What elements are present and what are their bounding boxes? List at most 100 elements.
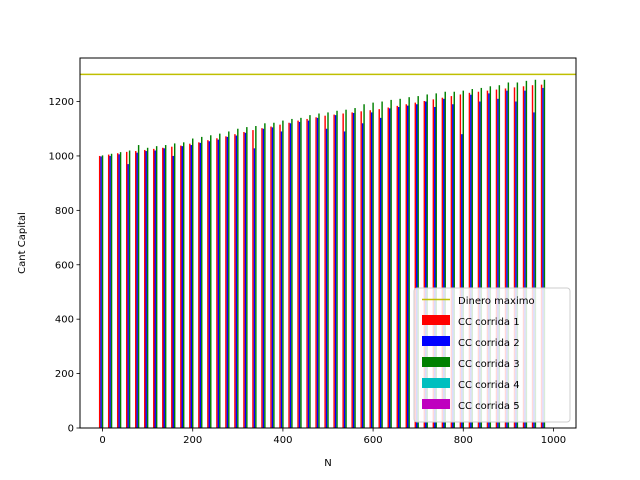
bar [406,105,409,428]
bar [396,105,398,428]
legend-swatch [422,399,450,409]
bar [416,104,418,428]
bar [153,148,155,428]
bar [291,118,293,429]
bar [273,122,275,428]
bar [155,146,158,428]
bar [136,152,138,429]
bar [515,101,517,428]
bar [279,124,281,428]
bar [100,156,102,428]
bar [378,109,380,428]
bar [101,155,104,428]
bar [477,91,480,428]
bar [98,155,101,429]
bar [324,115,326,429]
bar [524,90,526,428]
bar [181,146,183,428]
bar [426,94,428,429]
bar [461,134,463,429]
bar [192,138,194,428]
bar [163,148,165,428]
bar [361,123,364,428]
bar [171,146,173,429]
legend-label: CC corrida 2 [458,338,520,349]
bar [127,164,129,428]
x-tick-label: 600 [364,435,383,446]
bar [207,140,209,429]
bar [309,115,311,428]
bar [379,117,382,429]
bar [489,86,492,428]
bar [516,82,519,428]
bar [118,154,120,428]
bar [107,154,110,429]
bar [470,94,472,429]
bar [468,92,471,428]
bar [453,91,455,428]
bar [414,102,417,428]
y-axis-label: Cant Capital [17,212,28,274]
y-tick-label: 400 [55,315,74,326]
bar [182,142,185,428]
bar [289,123,292,428]
bar [360,111,362,428]
bar [135,151,137,428]
bar [307,120,310,428]
bar [137,145,140,428]
legend-swatch [422,315,450,325]
legend-swatch [422,378,450,388]
bar [243,132,245,428]
legend-label: CC corrida 4 [458,380,520,391]
bar [479,101,481,428]
legend-label: CC corrida 3 [458,359,520,370]
bar [333,114,335,429]
x-tick-label: 400 [273,435,292,446]
bar [164,145,167,428]
bar [318,113,320,428]
bar [246,127,248,429]
bar [425,101,427,428]
bar [252,130,254,428]
bar [354,108,356,428]
bar [280,131,283,429]
y-tick-label: 1200 [49,97,74,108]
bar [334,115,337,428]
bar [405,104,407,428]
legend-box [413,287,571,423]
bar [345,109,347,429]
bar [216,138,218,428]
bar [387,107,389,428]
bar [198,142,200,428]
bar [434,106,436,429]
bar [109,155,111,429]
bar [297,120,299,428]
bar [125,151,128,428]
bar [298,121,301,428]
bar [255,126,257,428]
bar [351,112,353,428]
bar [543,79,546,428]
bar [372,102,374,428]
bar [417,96,419,429]
bar [352,112,355,429]
legend: Dinero maximo CC corrida 1 CC corrida 2 CC … [413,287,571,423]
bar [189,143,191,428]
bar [452,104,454,428]
bar [342,113,344,428]
legend-label: CC corrida 5 [458,401,520,412]
legend-swatch [422,357,450,367]
bar [327,112,329,428]
bar [237,128,239,428]
bar [145,151,147,428]
bar [443,98,445,428]
bar [444,91,446,428]
x-tick-label: 800 [454,435,473,446]
bar [450,96,453,429]
bar [282,120,284,428]
bar [540,84,543,428]
bar [369,110,371,428]
x-tick-label: 200 [183,435,202,446]
bar [370,112,373,428]
bar [504,88,507,429]
